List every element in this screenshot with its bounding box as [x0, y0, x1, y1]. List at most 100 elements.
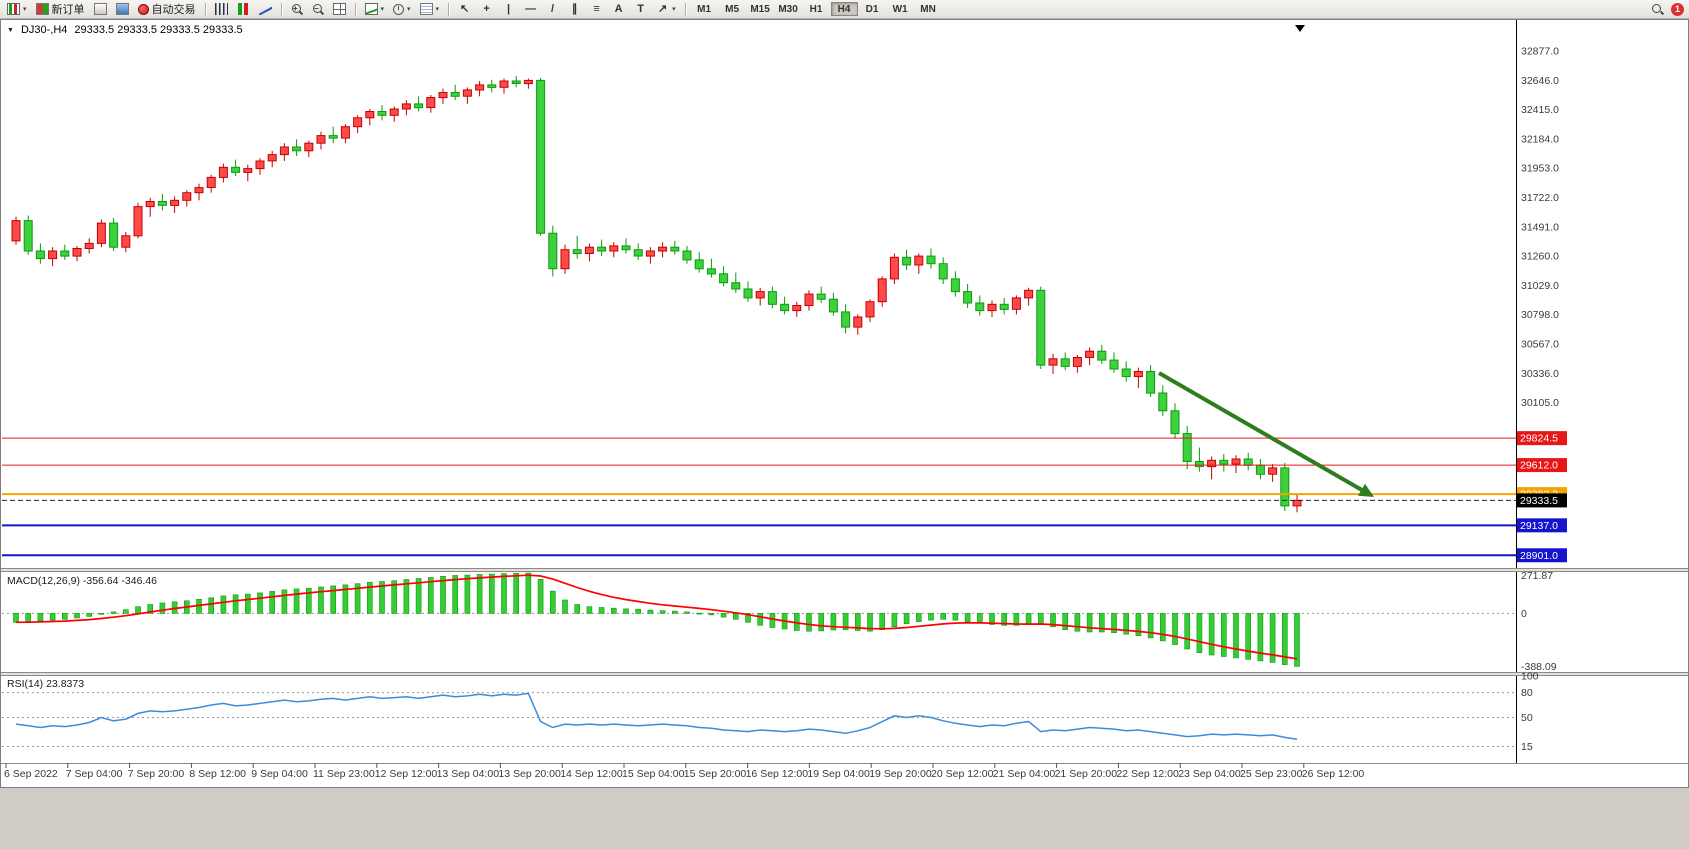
dropdown-icon: ▾: [23, 5, 27, 13]
timeframe-m1[interactable]: M1: [691, 2, 718, 16]
macd-scale-label: -388.09: [1521, 661, 1557, 673]
new-chart-icon: [7, 3, 20, 15]
new-order-label: 新订单: [51, 4, 85, 16]
dropdown-icon: ▾: [380, 5, 385, 13]
channel-button[interactable]: ∥: [564, 1, 585, 17]
timeframe-mn[interactable]: MN: [915, 2, 942, 16]
price-label-badge: 29824.5: [1517, 431, 1567, 446]
macd-scale-label: 271.87: [1521, 570, 1553, 582]
label-button[interactable]: T: [630, 1, 651, 17]
timeframe-w1[interactable]: W1: [887, 2, 914, 16]
toolbar-separator: [354, 2, 356, 16]
crosshair-icon: +: [483, 3, 490, 15]
text-button[interactable]: A: [608, 1, 629, 17]
horizontal-line-icon: —: [525, 3, 537, 15]
svg-text:29333.5: 29333.5: [1520, 495, 1558, 507]
dropdown-icon: ▾: [672, 5, 676, 13]
svg-text:19 Sep 04:00: 19 Sep 04:00: [807, 768, 870, 780]
bar-chart-icon: [214, 3, 228, 15]
svg-text:30798.0: 30798.0: [1521, 309, 1559, 321]
price-label-badge: 29333.5: [1517, 493, 1567, 508]
macd-signal-line: [15, 574, 1298, 660]
indicators-button[interactable]: ▾: [361, 1, 389, 17]
svg-text:30336.0: 30336.0: [1521, 368, 1559, 380]
chart-dropdown-icon[interactable]: ▼: [7, 26, 14, 34]
zoom-out-button[interactable]: −: [308, 1, 328, 17]
minus-sign: −: [314, 3, 319, 13]
trendline-button[interactable]: /: [542, 1, 563, 17]
toolbar-separator: [204, 2, 206, 16]
price-axis-labels[interactable]: 32877.0 32646.0 32415.0 32184.0 31953.0 31722…: [1521, 45, 1559, 409]
label-icon: T: [637, 3, 644, 15]
plus-sign: +: [293, 3, 298, 13]
timeframe-m15[interactable]: M15: [747, 2, 774, 16]
new-chart-button[interactable]: ▾: [3, 1, 31, 17]
auto-trading-label: 自动交易: [151, 4, 196, 16]
profiles-icon: [93, 3, 107, 15]
svg-text:13 Sep 04:00: 13 Sep 04:00: [437, 768, 500, 780]
svg-text:22 Sep 12:00: 22 Sep 12:00: [1116, 768, 1179, 780]
price-label-badge: 28901.0: [1517, 548, 1567, 563]
auto-trading-button[interactable]: 自动交易: [134, 1, 200, 17]
search-button[interactable]: [1647, 1, 1667, 17]
arrows-button[interactable]: ↗ ▾: [652, 1, 680, 17]
line-chart-icon: [259, 3, 272, 15]
toolbar-group-zoom: + −: [287, 1, 350, 17]
market-watch-button[interactable]: [112, 1, 133, 17]
svg-text:21 Sep 04:00: 21 Sep 04:00: [993, 768, 1056, 780]
candlestick-chart-button[interactable]: [233, 1, 254, 17]
notification-badge[interactable]: 1: [1671, 2, 1684, 16]
rsi-scale-label: 15: [1521, 741, 1533, 753]
dropdown-icon: ▾: [435, 5, 440, 13]
svg-text:32646.0: 32646.0: [1521, 75, 1559, 87]
svg-text:32415.0: 32415.0: [1521, 104, 1559, 116]
timeframe-h1[interactable]: H1: [803, 2, 830, 16]
svg-text:9 Sep 04:00: 9 Sep 04:00: [251, 768, 308, 780]
periods-button[interactable]: ▾: [389, 1, 415, 17]
svg-text:31260.0: 31260.0: [1521, 251, 1559, 263]
svg-text:23 Sep 04:00: 23 Sep 04:00: [1178, 768, 1241, 780]
timeframe-m30[interactable]: M30: [775, 2, 802, 16]
dropdown-icon: ▾: [407, 5, 411, 13]
cursor-button[interactable]: ↖: [454, 1, 475, 17]
rsi-scale-label: 100: [1521, 671, 1539, 683]
rsi-line: [15, 692, 1298, 740]
timeframe-d1[interactable]: D1: [859, 2, 886, 16]
price-label-badge: 29612.0: [1517, 458, 1567, 473]
toolbar-separator: [684, 2, 686, 16]
templates-button[interactable]: ▾: [416, 1, 444, 17]
chart-ohlc: 29333.5 29333.5 29333.5 29333.5: [74, 24, 243, 36]
timeframe-h4[interactable]: H4: [830, 2, 858, 16]
svg-text:32877.0: 32877.0: [1521, 45, 1559, 57]
horizontal-line-button[interactable]: —: [520, 1, 541, 17]
zoom-in-button[interactable]: +: [287, 1, 307, 17]
fibonacci-button[interactable]: ≡: [586, 1, 607, 17]
line-chart-button[interactable]: [255, 1, 276, 17]
timeframe-m5[interactable]: M5: [719, 2, 746, 16]
tile-windows-button[interactable]: [329, 1, 350, 17]
svg-text:13 Sep 20:00: 13 Sep 20:00: [498, 768, 561, 780]
trend-arrow-annotation[interactable]: [1158, 371, 1374, 497]
bar-chart-button[interactable]: [211, 1, 232, 17]
chart-title: ▼ DJ30-,H4 29333.5 29333.5 29333.5 29333…: [7, 24, 243, 36]
price-chart-canvas[interactable]: 32877.0 32646.0 32415.0 32184.0 31953.0 31722…: [0, 19, 1689, 788]
search-icon: [1651, 3, 1663, 15]
vertical-line-button[interactable]: |: [498, 1, 519, 17]
market-watch-icon: [115, 3, 129, 15]
svg-text:21 Sep 20:00: 21 Sep 20:00: [1055, 768, 1118, 780]
svg-text:12 Sep 12:00: 12 Sep 12:00: [375, 768, 438, 780]
time-axis-labels[interactable]: 6 Sep 2022 7 Sep 04:00 7 Sep 20:00 8 Sep 12…: [4, 763, 1364, 780]
toolbar-group-chart-type: [211, 1, 276, 17]
crosshair-button[interactable]: +: [476, 1, 497, 17]
macd-panel-label: MACD(12,26,9) -356.64 -346.46: [7, 575, 157, 587]
svg-text:7 Sep 20:00: 7 Sep 20:00: [128, 768, 185, 780]
text-icon: A: [614, 3, 623, 15]
svg-text:31722.0: 31722.0: [1521, 192, 1559, 204]
svg-text:15 Sep 04:00: 15 Sep 04:00: [622, 768, 685, 780]
indicators-icon: [364, 3, 378, 15]
profiles-button[interactable]: [90, 1, 111, 17]
svg-text:20 Sep 12:00: 20 Sep 12:00: [931, 768, 994, 780]
svg-text:14 Sep 12:00: 14 Sep 12:00: [560, 768, 623, 780]
new-order-button[interactable]: 新订单: [32, 1, 89, 17]
shift-end-marker-icon[interactable]: [1295, 25, 1305, 32]
